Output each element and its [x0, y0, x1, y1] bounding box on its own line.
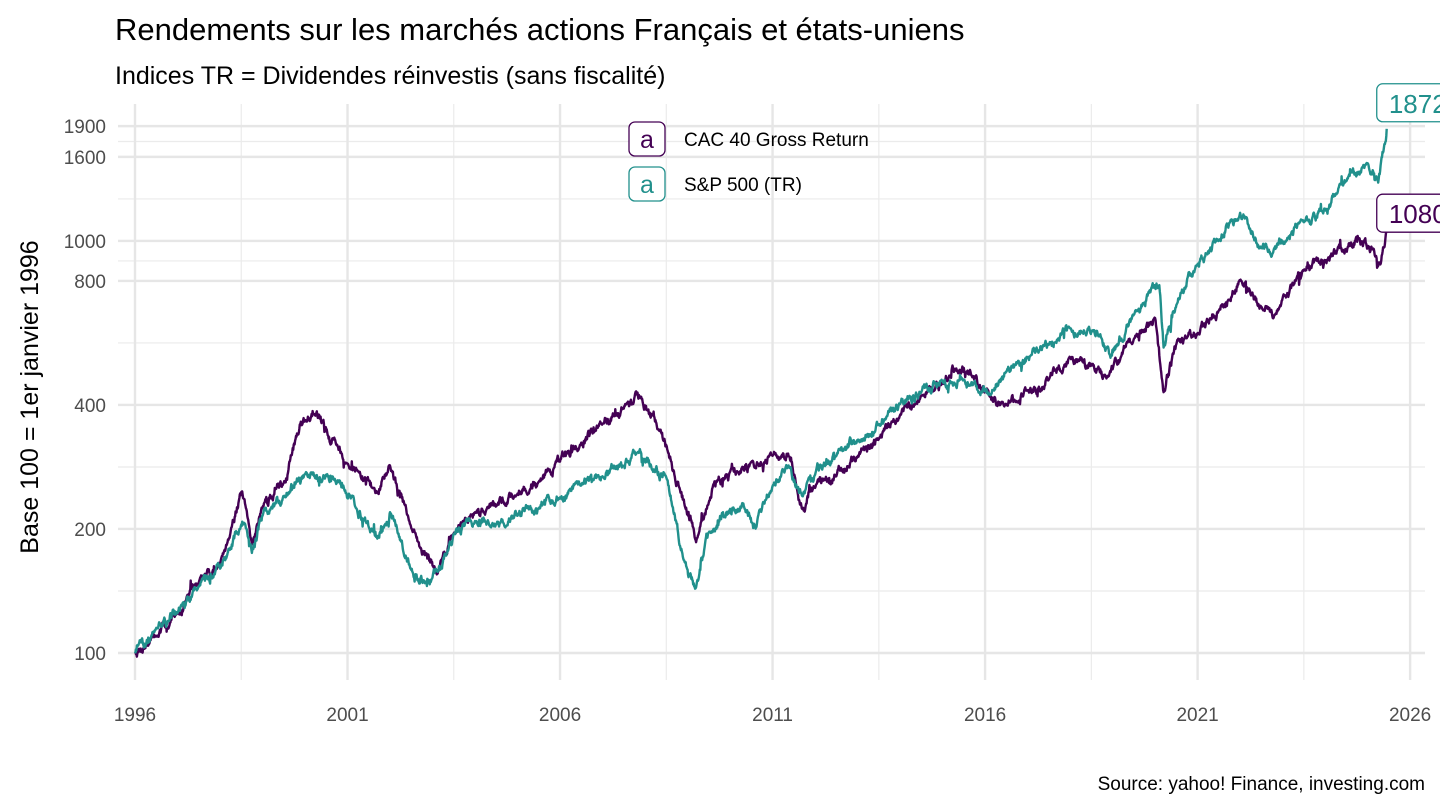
x-tick-label: 2016: [964, 705, 1006, 726]
grid-layer: [118, 104, 1425, 680]
series-layer: [133, 128, 1388, 658]
series-line-0: [134, 227, 1388, 658]
y-tick-label: 200: [74, 520, 106, 541]
end-label-text: 1080: [1389, 199, 1440, 229]
y-tick-label: 400: [74, 396, 106, 417]
legend-key-box: [628, 121, 666, 157]
chart-subtitle: Indices TR = Dividendes réinvestis (sans…: [115, 62, 665, 90]
legend-key-box: [628, 166, 666, 202]
y-tick-labels: 100 200 400 800 1000 1600 1900: [64, 117, 106, 665]
legend-item-0: a CAC 40 Gross Return: [628, 121, 869, 157]
legend-key-glyph: a: [640, 171, 654, 199]
y-tick-label: 1000: [64, 232, 106, 253]
end-labels: 1080 1872: [1376, 83, 1440, 233]
y-tick-label: 800: [74, 272, 106, 293]
end-label-box: [1376, 83, 1440, 123]
legend-key-glyph: a: [640, 126, 654, 154]
y-tick-label: 100: [74, 644, 106, 665]
legend-label: CAC 40 Gross Return: [684, 130, 869, 151]
y-tick-label: 1900: [64, 117, 106, 138]
end-label-0: 1080: [1376, 193, 1440, 233]
y-tick-label: 1600: [64, 148, 106, 169]
x-tick-label: 2026: [1389, 705, 1431, 726]
end-label-1: 1872: [1376, 83, 1440, 123]
x-tick-label: 2021: [1176, 705, 1218, 726]
x-tick-label: 2011: [752, 705, 793, 726]
x-tick-label: 2006: [539, 705, 581, 726]
end-label-text: 1872: [1389, 89, 1440, 119]
end-label-box: [1376, 193, 1440, 233]
legend-item-1: a S&P 500 (TR): [628, 166, 802, 202]
x-tick-label: 1996: [114, 705, 156, 726]
y-axis-label: Base 100 = 1er janvier 1996: [16, 240, 44, 553]
chart-title: Rendements sur les marchés actions Franç…: [115, 12, 964, 47]
legend: a CAC 40 Gross Return a S&P 500 (TR): [628, 121, 869, 202]
series-line-1: [133, 128, 1388, 654]
x-tick-label: 2001: [326, 705, 368, 726]
x-tick-labels: 1996 2001 2006 2011 2016 2021 2026: [114, 705, 1431, 726]
legend-label: S&P 500 (TR): [684, 175, 802, 196]
chart-caption: Source: yahoo! Finance, investing.com: [1098, 774, 1425, 795]
